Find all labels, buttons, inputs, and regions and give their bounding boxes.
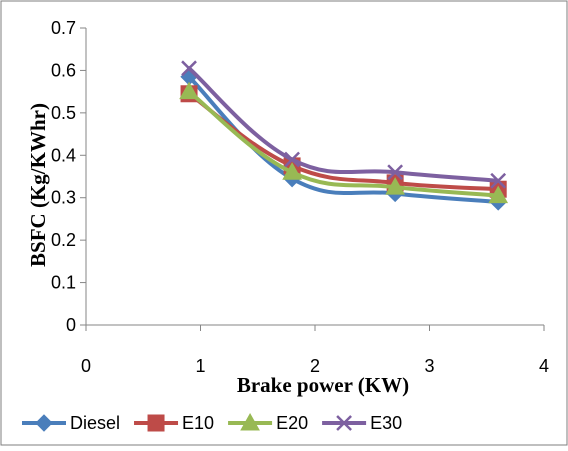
legend-item-e30: E30 — [322, 413, 402, 433]
y-tick-label: 0.3 — [51, 188, 76, 208]
data-point — [387, 164, 404, 181]
legend-label: E20 — [276, 413, 308, 433]
y-tick-label: 0.1 — [51, 273, 76, 293]
legend-marker — [147, 414, 165, 432]
data-point — [490, 172, 507, 189]
y-tick-label: 0 — [66, 315, 76, 335]
data-point — [385, 177, 406, 195]
data-point — [179, 81, 199, 100]
legend: Diesel E10 E20 E30 — [22, 412, 402, 433]
legend-label: E30 — [370, 413, 402, 433]
x-tick-label: 0 — [81, 356, 91, 376]
y-axis-title: BSFC (Kg/KWhr) — [26, 103, 50, 267]
legend-label: Diesel — [70, 413, 120, 433]
y-tick-label: 0.5 — [51, 103, 76, 123]
legend-label: E10 — [182, 413, 214, 433]
series-e30 — [181, 60, 507, 189]
x-axis-title: Brake power (KW) — [237, 373, 409, 397]
legend-item-diesel: Diesel — [22, 413, 120, 433]
y-tick-label: 0.2 — [51, 230, 76, 250]
x-tick-label: 4 — [539, 356, 549, 376]
legend-marker — [35, 414, 53, 432]
series-line — [187, 74, 501, 204]
legend-item-e10: E10 — [134, 413, 214, 433]
y-tick-label: 0.6 — [51, 60, 76, 80]
data-point — [284, 151, 300, 168]
series-line — [187, 89, 501, 198]
axes: 0 0.1 0.2 0.3 0.4 0.5 0.6 0.7 0 1 2 3 4 — [51, 18, 549, 376]
data-point — [181, 60, 197, 77]
x-tick-label: 3 — [424, 356, 434, 376]
legend-marker — [240, 412, 260, 431]
data-point — [488, 185, 509, 204]
series-e20 — [179, 81, 509, 204]
legend-marker — [336, 415, 352, 431]
legend-item-e20: E20 — [228, 412, 308, 433]
y-tick-label: 0.7 — [51, 18, 76, 38]
x-tick-label: 2 — [310, 356, 320, 376]
series-line — [187, 66, 501, 183]
series-layer — [179, 60, 509, 211]
y-tick-label: 0.4 — [51, 145, 76, 165]
data-point — [282, 162, 302, 180]
x-tick-label: 1 — [195, 356, 205, 376]
